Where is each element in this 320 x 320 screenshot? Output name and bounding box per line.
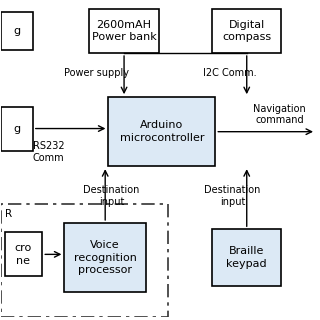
Text: Voice
recognition
processor: Voice recognition processor (74, 240, 137, 275)
Text: g: g (13, 26, 21, 36)
Bar (64, 223, 146, 292)
Text: RS232
Comm: RS232 Comm (33, 141, 64, 163)
Text: 2600mAH
Power bank: 2600mAH Power bank (92, 20, 156, 42)
Bar (90, 9, 159, 53)
Text: Destination
input: Destination input (204, 185, 261, 207)
Text: I2C Comm.: I2C Comm. (203, 68, 256, 78)
Bar (1, 204, 168, 317)
Text: cro
ne: cro ne (15, 243, 32, 266)
Text: Arduino
microcontroller: Arduino microcontroller (120, 121, 204, 143)
Text: Power supply: Power supply (64, 68, 129, 78)
Text: g: g (13, 124, 21, 133)
Bar (1, 12, 33, 50)
Text: Braille
keypad: Braille keypad (227, 246, 267, 269)
Text: Destination
input: Destination input (83, 185, 140, 207)
Bar (1, 107, 33, 151)
Bar (4, 232, 42, 276)
Text: Digital
compass: Digital compass (222, 20, 271, 42)
Bar (212, 9, 281, 53)
Text: R: R (4, 209, 12, 219)
Text: Navigation
command: Navigation command (253, 104, 306, 125)
Bar (108, 97, 215, 166)
Bar (212, 229, 281, 286)
